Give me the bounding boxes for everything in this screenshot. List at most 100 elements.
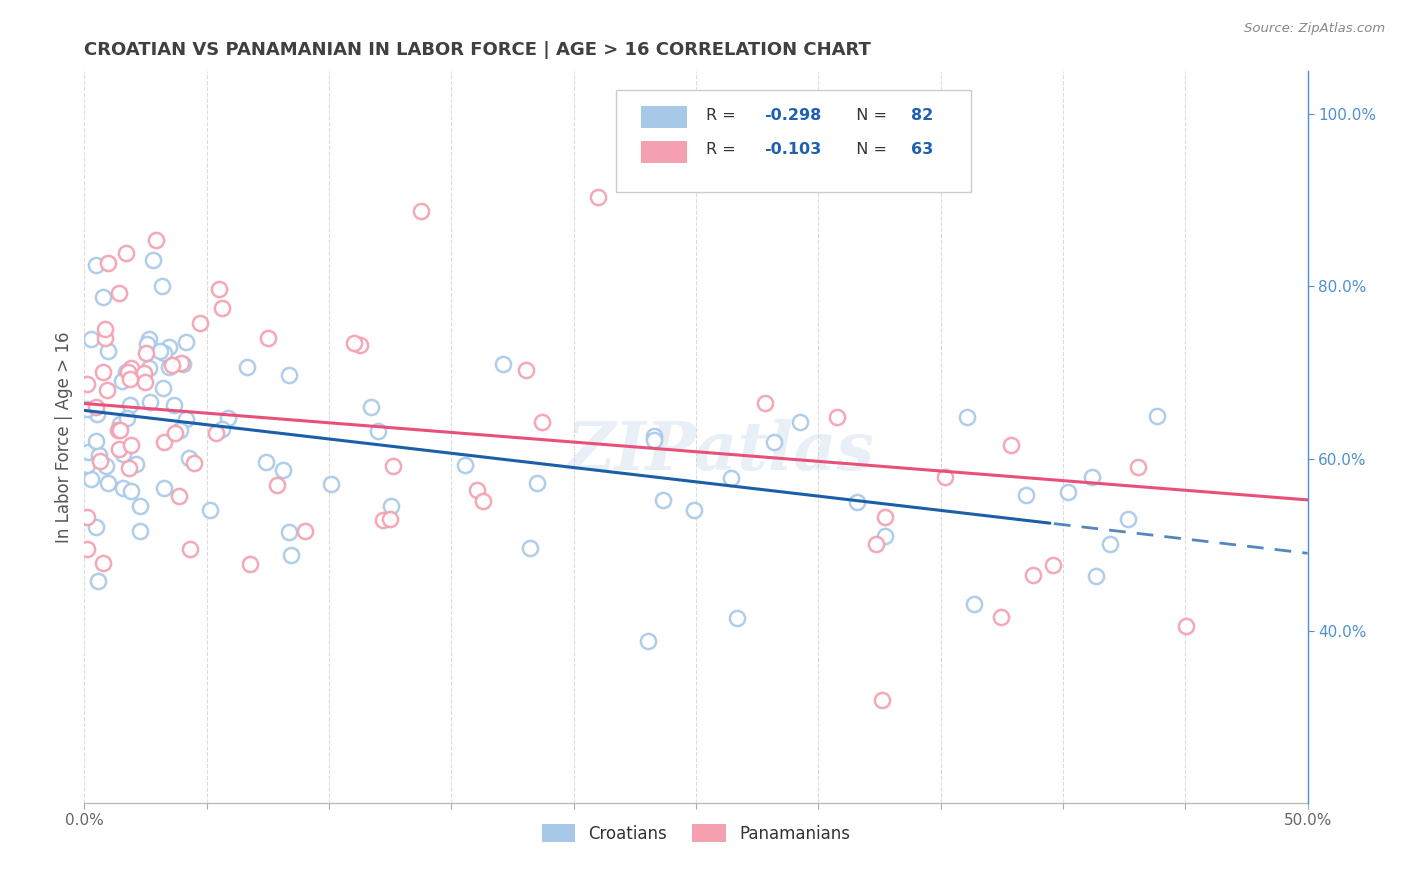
Point <box>118 372 141 386</box>
Point <box>172 357 194 371</box>
Point <box>108 417 131 432</box>
Point <box>86 407 108 421</box>
Point <box>198 502 221 516</box>
Point <box>114 366 136 380</box>
Point <box>179 541 201 556</box>
Point <box>956 409 979 424</box>
Point <box>526 476 548 491</box>
Point <box>990 610 1012 624</box>
Point <box>586 190 609 204</box>
Point <box>167 489 190 503</box>
Point <box>120 483 142 498</box>
Point <box>135 345 157 359</box>
Point <box>94 322 117 336</box>
Point <box>183 456 205 470</box>
Point <box>76 449 98 463</box>
Point <box>94 331 117 345</box>
Point <box>1080 469 1102 483</box>
Point <box>720 471 742 485</box>
Text: -0.103: -0.103 <box>765 142 821 157</box>
Point <box>204 426 226 441</box>
Point <box>271 463 294 477</box>
Point <box>97 476 120 491</box>
Point <box>652 493 675 508</box>
Text: ZIPatlas: ZIPatlas <box>567 419 875 484</box>
Point <box>91 365 114 379</box>
Point <box>208 282 231 296</box>
Point <box>89 454 111 468</box>
Point <box>211 301 233 315</box>
Point <box>138 394 160 409</box>
Text: R =: R = <box>706 142 741 157</box>
Point <box>1057 484 1080 499</box>
Point <box>367 424 389 438</box>
FancyBboxPatch shape <box>641 106 688 128</box>
Point <box>157 340 180 354</box>
Point <box>471 494 494 508</box>
Text: -0.298: -0.298 <box>765 108 821 123</box>
Legend: Croatians, Panamanians: Croatians, Panamanians <box>536 818 856 849</box>
Point <box>454 458 477 472</box>
Point <box>153 481 176 495</box>
Point <box>380 511 402 525</box>
Text: 63: 63 <box>911 142 934 157</box>
Point <box>789 415 811 429</box>
Point <box>80 472 103 486</box>
Point <box>177 450 200 465</box>
Point <box>380 500 402 514</box>
Point <box>115 411 138 425</box>
Point <box>465 483 488 497</box>
Point <box>963 597 986 611</box>
Point <box>111 481 134 495</box>
Point <box>754 396 776 410</box>
FancyBboxPatch shape <box>616 90 972 192</box>
Point <box>934 470 956 484</box>
Point <box>108 442 131 456</box>
Point <box>79 332 101 346</box>
Point <box>294 524 316 538</box>
Point <box>152 435 174 450</box>
Point <box>235 359 257 374</box>
Point <box>145 233 167 247</box>
Point <box>124 457 146 471</box>
Point <box>152 381 174 395</box>
Point <box>683 503 706 517</box>
Point <box>149 344 172 359</box>
Point <box>115 246 138 260</box>
Point <box>142 252 165 267</box>
Point <box>111 375 134 389</box>
Point <box>643 429 665 443</box>
Point <box>108 423 131 437</box>
Point <box>76 401 98 416</box>
Point <box>277 524 299 539</box>
Point <box>190 316 212 330</box>
Point <box>530 415 553 429</box>
Point <box>170 356 193 370</box>
Point <box>117 365 139 379</box>
Point <box>519 541 541 555</box>
Point <box>157 360 180 375</box>
Point <box>76 458 98 473</box>
Point <box>277 368 299 382</box>
Text: CROATIAN VS PANAMANIAN IN LABOR FORCE | AGE > 16 CORRELATION CHART: CROATIAN VS PANAMANIAN IN LABOR FORCE | … <box>84 41 872 59</box>
Point <box>1146 409 1168 423</box>
Point <box>76 542 98 557</box>
Point <box>174 411 197 425</box>
Point <box>280 548 302 562</box>
Point <box>257 330 280 344</box>
Point <box>87 574 110 588</box>
Point <box>211 422 233 436</box>
Point <box>1098 537 1121 551</box>
Point <box>515 363 537 377</box>
Point <box>865 537 887 551</box>
Point <box>873 510 896 524</box>
Point <box>217 411 239 425</box>
Point <box>873 529 896 543</box>
Point <box>360 401 382 415</box>
Point <box>637 634 659 648</box>
Point <box>76 445 98 459</box>
Text: R =: R = <box>706 108 741 123</box>
Point <box>1015 487 1038 501</box>
Point <box>825 409 848 424</box>
Point <box>94 458 117 473</box>
